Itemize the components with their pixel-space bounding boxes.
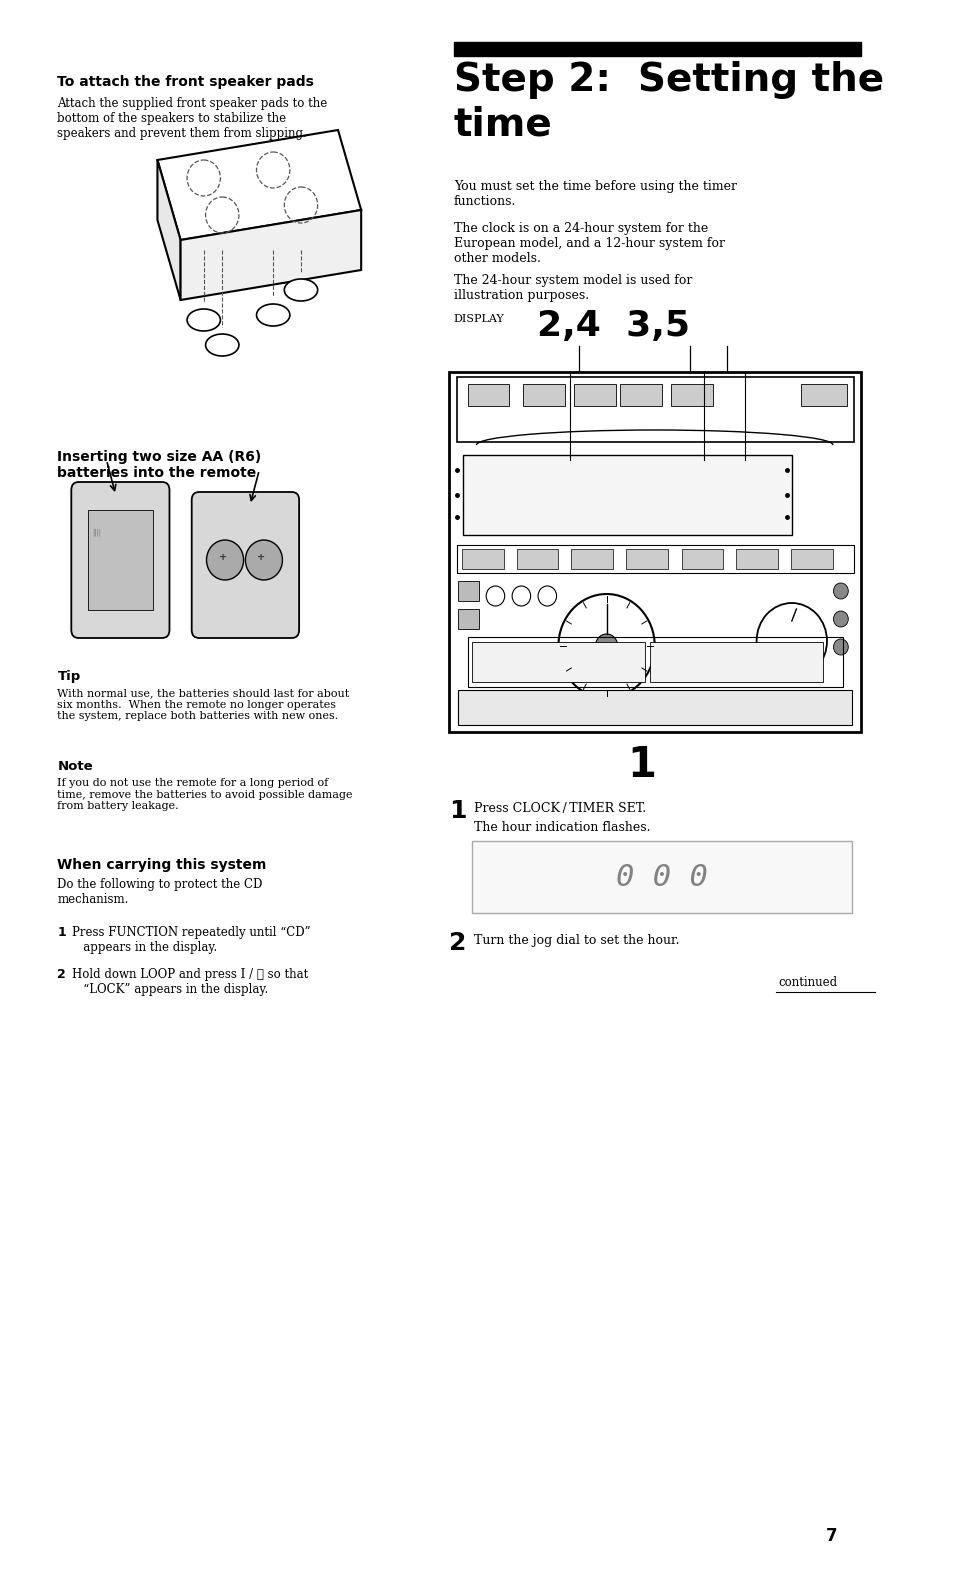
Bar <box>801 384 846 406</box>
Circle shape <box>833 583 847 599</box>
Text: Press FUNCTION repeatedly until “CD”
   appears in the display.: Press FUNCTION repeatedly until “CD” app… <box>72 926 311 954</box>
Text: Tip: Tip <box>57 670 81 682</box>
Bar <box>454 42 861 57</box>
Bar <box>472 641 645 682</box>
Bar <box>461 549 503 569</box>
Bar <box>625 549 667 569</box>
Text: Note: Note <box>57 759 93 773</box>
Text: +: + <box>218 553 227 563</box>
Ellipse shape <box>206 333 238 355</box>
Text: 1: 1 <box>449 799 466 824</box>
Text: Step 2:  Setting the
time: Step 2: Setting the time <box>454 61 883 143</box>
Text: The clock is on a 24-hour system for the
European model, and a 12-hour system fo: The clock is on a 24-hour system for the… <box>454 222 724 266</box>
Ellipse shape <box>284 278 317 300</box>
Circle shape <box>558 594 654 698</box>
Ellipse shape <box>187 310 220 332</box>
Ellipse shape <box>256 303 290 325</box>
Bar <box>619 384 661 406</box>
Text: 2: 2 <box>57 968 66 981</box>
Text: 0 0 0: 0 0 0 <box>616 863 707 891</box>
Text: ||||: |||| <box>92 528 102 536</box>
Text: Hold down LOOP and press I / ⏻ so that
   “LOCK” appears in the display.: Hold down LOOP and press I / ⏻ so that “… <box>72 968 308 997</box>
Circle shape <box>537 586 556 605</box>
Text: To attach the front speaker pads: To attach the front speaker pads <box>57 75 314 90</box>
Bar <box>449 373 861 733</box>
Text: Turn the jog dial to set the hour.: Turn the jog dial to set the hour. <box>474 934 679 946</box>
Bar <box>517 549 558 569</box>
Polygon shape <box>180 211 361 300</box>
Text: The 24-hour system model is used for
illustration purposes.: The 24-hour system model is used for ill… <box>454 274 692 302</box>
Text: 2,4  3,5: 2,4 3,5 <box>537 310 689 343</box>
Text: Inserting two size AA (R6)
batteries into the remote: Inserting two size AA (R6) batteries int… <box>57 450 261 479</box>
Text: DISPLAY: DISPLAY <box>454 314 504 324</box>
Bar <box>680 549 722 569</box>
Text: 2: 2 <box>449 931 466 956</box>
Bar <box>671 384 712 406</box>
Text: 7: 7 <box>824 1526 837 1545</box>
Text: The hour indication flashes.: The hour indication flashes. <box>474 821 650 835</box>
Circle shape <box>833 612 847 627</box>
Bar <box>571 549 613 569</box>
Circle shape <box>486 586 504 605</box>
Circle shape <box>756 604 826 679</box>
Bar <box>458 582 478 601</box>
Text: Do the following to protect the CD
mechanism.: Do the following to protect the CD mecha… <box>57 879 262 905</box>
Text: If you do not use the remote for a long period of
time, remove the batteries to : If you do not use the remote for a long … <box>57 778 353 811</box>
Circle shape <box>595 634 617 659</box>
Text: 1: 1 <box>57 926 66 938</box>
Circle shape <box>245 541 282 580</box>
Bar <box>467 384 509 406</box>
Bar <box>456 377 853 442</box>
Bar <box>456 545 853 574</box>
Bar <box>522 384 564 406</box>
FancyBboxPatch shape <box>71 483 170 638</box>
Text: continued: continued <box>777 976 836 989</box>
Circle shape <box>206 541 243 580</box>
Text: +: + <box>257 553 265 563</box>
Bar <box>649 641 822 682</box>
Text: You must set the time before using the timer
functions.: You must set the time before using the t… <box>454 181 736 208</box>
FancyBboxPatch shape <box>192 492 299 638</box>
Text: Press CLOCK / TIMER SET.: Press CLOCK / TIMER SET. <box>474 802 645 814</box>
Bar <box>458 690 851 725</box>
Bar <box>88 509 152 610</box>
Bar <box>790 549 832 569</box>
Text: When carrying this system: When carrying this system <box>57 858 267 872</box>
Text: 1: 1 <box>626 744 656 786</box>
Bar <box>472 841 851 913</box>
Circle shape <box>512 586 530 605</box>
Bar <box>574 384 616 406</box>
Bar <box>467 637 841 687</box>
Text: Attach the supplied front speaker pads to the
bottom of the speakers to stabiliz: Attach the supplied front speaker pads t… <box>57 97 327 140</box>
Polygon shape <box>157 160 180 300</box>
Bar <box>458 608 478 629</box>
Text: With normal use, the batteries should last for about
six months.  When the remot: With normal use, the batteries should la… <box>57 689 350 722</box>
Circle shape <box>833 638 847 656</box>
Bar <box>462 454 791 534</box>
Bar <box>736 549 777 569</box>
